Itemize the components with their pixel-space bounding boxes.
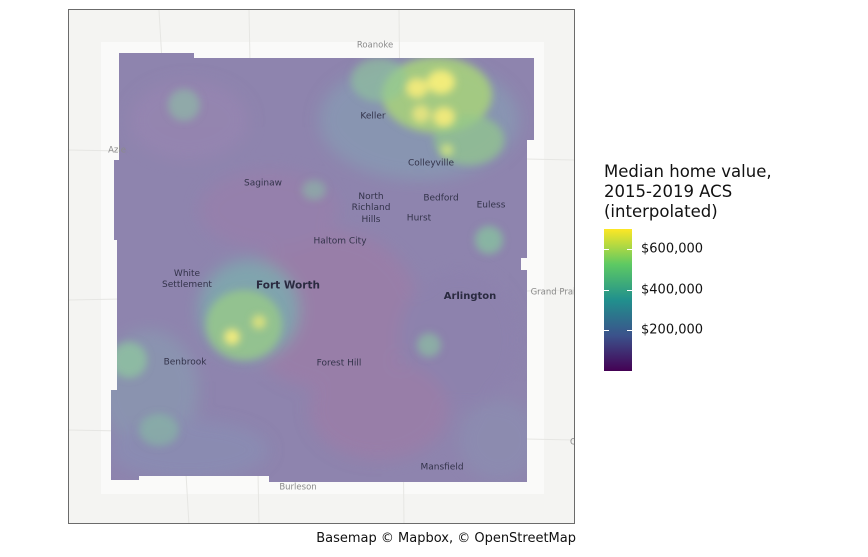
place-label-hurst: Hurst	[406, 213, 432, 224]
place-label-edge-c: C	[570, 438, 574, 449]
legend-tick-mark-right	[627, 249, 632, 251]
place-label-colleyville: Colleyville	[407, 158, 455, 169]
place-label-azle: Azle	[108, 145, 126, 156]
basemap-attribution: Basemap © Mapbox, © OpenStreetMap	[316, 531, 576, 546]
legend-tick-mark-left	[604, 289, 609, 291]
place-label-burleson: Burleson	[279, 482, 317, 493]
place-label-fort-worth: Fort Worth	[256, 279, 320, 292]
basemap	[69, 10, 574, 523]
place-label-mansfield: Mansfield	[420, 462, 464, 473]
legend-tick-label: $200,000	[641, 322, 704, 338]
legend-colorbar	[604, 229, 632, 371]
legend-title: Median home value, 2015-2019 ACS (interp…	[604, 162, 772, 221]
legend-tick-mark-right	[627, 289, 632, 291]
place-label-roanoke: Roanoke	[356, 40, 394, 51]
legend-tick-mark-left	[604, 249, 609, 251]
place-label-haltom-city: Haltom City	[313, 236, 367, 247]
place-label-euless: Euless	[476, 200, 506, 211]
legend-tick-mark-left	[604, 330, 609, 332]
place-label-keller: Keller	[360, 111, 386, 122]
legend-tick-mark-right	[627, 330, 632, 332]
map-panel[interactable]: Roanoke Keller Azle Colleyville Saginaw North…	[68, 9, 575, 524]
place-label-forest-hill: Forest Hill	[316, 358, 362, 369]
home-value-raster	[111, 53, 534, 482]
place-label-north-richland-hills: North Richland Hills	[351, 192, 391, 225]
place-label-benbrook: Benbrook	[163, 357, 207, 368]
legend-tick-label: $600,000	[641, 241, 704, 257]
place-label-grand-prairie: Grand Prai	[530, 287, 575, 298]
place-label-saginaw: Saginaw	[243, 178, 283, 189]
place-label-arlington: Arlington	[443, 290, 497, 302]
place-label-bedford: Bedford	[423, 193, 459, 204]
legend-tick-label: $400,000	[641, 282, 704, 298]
place-label-white-settlement: White Settlement	[162, 268, 212, 290]
